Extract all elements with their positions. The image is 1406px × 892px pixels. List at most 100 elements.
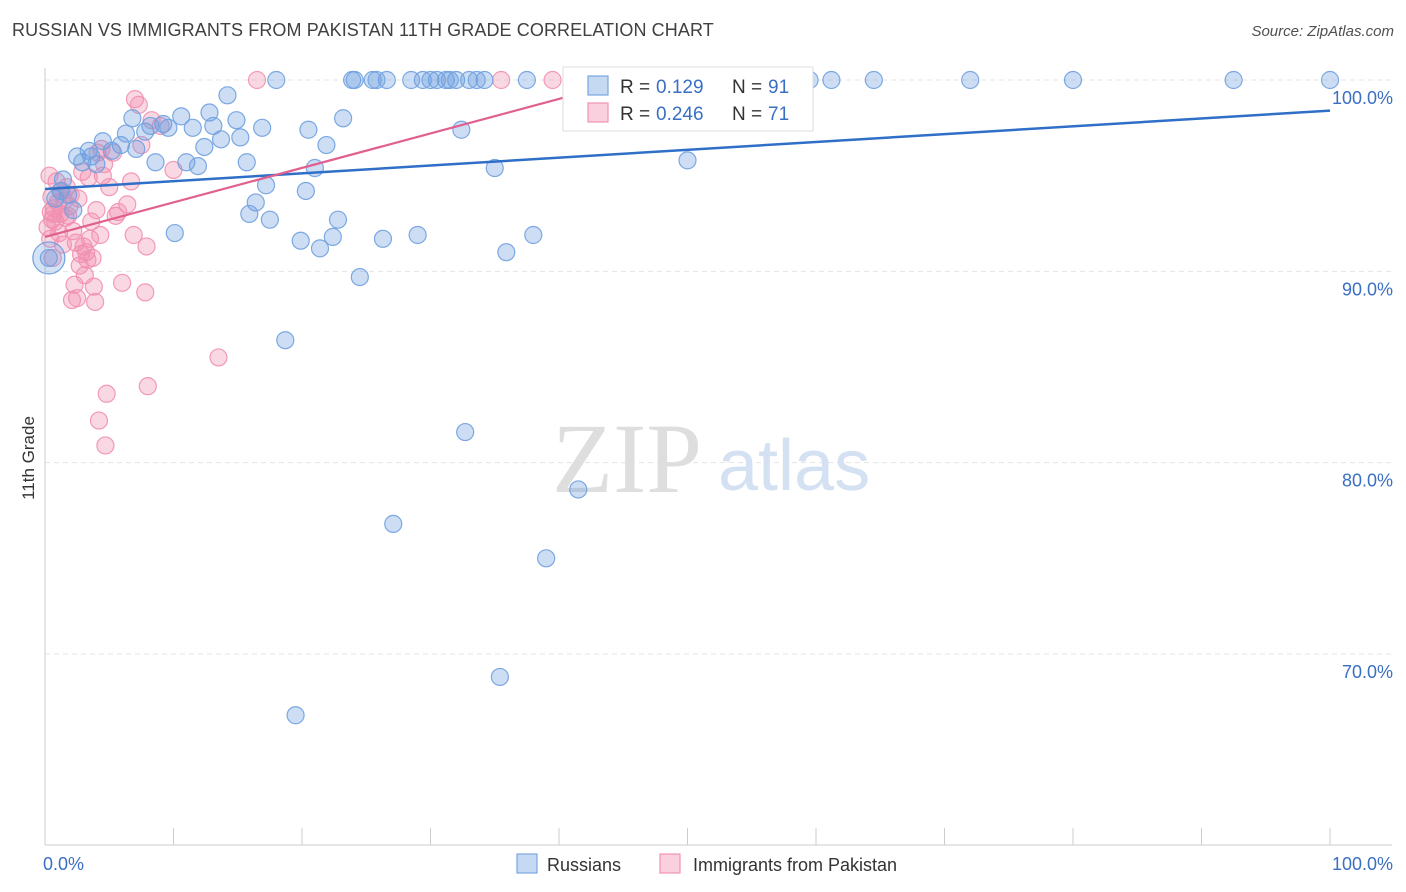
legend-n-label-1: N = bbox=[732, 77, 762, 98]
russians-point-61 bbox=[408, 225, 427, 245]
russians-point-50 bbox=[328, 210, 348, 229]
pakistan-point-46 bbox=[100, 178, 119, 197]
x-tick-label-min: 0.0% bbox=[43, 854, 84, 874]
y-axis-label: 11th Grade bbox=[19, 416, 38, 500]
legend: R = 0.129 N = 91 R = 0.246 N = 71 bbox=[562, 66, 814, 132]
russians-point-17 bbox=[136, 122, 155, 141]
russians-point-48 bbox=[317, 135, 336, 155]
russians-point-0 bbox=[39, 248, 58, 268]
x-tick-labels: 0.0% 100.0% bbox=[43, 854, 1393, 874]
russians-point-88 bbox=[961, 70, 980, 90]
pakistan-point-59 bbox=[138, 377, 157, 396]
russians-point-47 bbox=[310, 239, 330, 258]
source-label: Source: ZipAtlas.com bbox=[1251, 23, 1394, 40]
russians-point-34 bbox=[237, 153, 256, 172]
russians-trend-line bbox=[44, 109, 1331, 191]
russians-point-66 bbox=[440, 70, 459, 90]
y-tick-label-100: 100.0% bbox=[1332, 88, 1393, 108]
russians-point-54 bbox=[350, 267, 369, 287]
legend-r-label-1: R = bbox=[620, 77, 650, 98]
russians-point-40 bbox=[267, 70, 286, 90]
russians-point-16 bbox=[127, 139, 146, 158]
russians-point-12 bbox=[102, 141, 121, 160]
russians-point-45 bbox=[299, 120, 318, 139]
pakistan-point-36 bbox=[86, 292, 105, 312]
russians-point-63 bbox=[421, 70, 440, 90]
pakistan-point-34 bbox=[83, 248, 102, 268]
legend-swatch-blue bbox=[587, 75, 609, 96]
pakistan-point-58 bbox=[137, 237, 156, 256]
legend-n-label-2: N = bbox=[732, 104, 762, 125]
russians-point-62 bbox=[413, 70, 432, 90]
y-tick-label-80: 80.0% bbox=[1342, 471, 1393, 491]
russians-point-82 bbox=[678, 151, 697, 170]
russians-point-89 bbox=[1063, 70, 1083, 90]
russians-point-32 bbox=[227, 111, 246, 130]
bottom-legend-swatch-russians bbox=[516, 853, 538, 874]
legend-r-value-2: 0.246 bbox=[656, 104, 704, 125]
russians-point-22 bbox=[165, 223, 184, 243]
russians-point-44 bbox=[296, 181, 315, 201]
pakistan-point-50 bbox=[112, 273, 132, 292]
bottom-legend-swatch-pakistan bbox=[659, 853, 681, 874]
pakistan-point-68 bbox=[41, 202, 60, 222]
russians-point-59 bbox=[384, 514, 403, 533]
russians-point-28 bbox=[200, 103, 219, 122]
russians-point-36 bbox=[246, 193, 265, 212]
russians-point-77 bbox=[524, 225, 543, 245]
russians-point-90 bbox=[1224, 70, 1243, 90]
russians-point-42 bbox=[286, 706, 305, 725]
watermark-atlas: atlas bbox=[718, 426, 870, 506]
pakistan-trend-line bbox=[44, 96, 566, 238]
russians-point-53 bbox=[345, 70, 364, 90]
russians-point-37 bbox=[253, 118, 272, 137]
pakistan-point-63 bbox=[209, 348, 228, 367]
russians-point-6 bbox=[68, 147, 87, 166]
russians-point-80 bbox=[569, 480, 588, 499]
russians-point-91 bbox=[1320, 70, 1340, 90]
pakistan-point-66 bbox=[543, 70, 562, 90]
russians-point-57 bbox=[373, 229, 393, 248]
pakistan-point-3 bbox=[43, 248, 62, 268]
russians-point-27 bbox=[195, 137, 214, 157]
russians-point-43 bbox=[291, 231, 310, 250]
pakistan-point-44 bbox=[96, 436, 115, 455]
russians-point-70 bbox=[459, 70, 479, 90]
x-tick-label-max: 100.0% bbox=[1332, 854, 1393, 874]
legend-n-value-2: 71 bbox=[768, 104, 789, 125]
russians-point-10 bbox=[87, 155, 106, 174]
axes bbox=[44, 68, 1392, 846]
russians-point-30 bbox=[211, 130, 231, 149]
y-tick-label-90: 90.0% bbox=[1342, 279, 1393, 299]
russians-point-71 bbox=[467, 70, 486, 90]
russians-point-14 bbox=[116, 124, 136, 143]
russians-point-55 bbox=[363, 70, 382, 90]
russians-point-21 bbox=[159, 118, 178, 137]
russians-point-73 bbox=[485, 158, 504, 178]
pakistan-point-37 bbox=[87, 201, 106, 220]
bottom-legend-russians: Russians bbox=[547, 855, 621, 875]
russians-point-49 bbox=[323, 227, 342, 246]
pakistan-point-39 bbox=[89, 411, 109, 430]
pakistan-point-65 bbox=[492, 70, 511, 90]
bottom-legend-pakistan: Immigrants from Pakistan bbox=[693, 855, 897, 875]
russians-point-76 bbox=[517, 70, 536, 90]
russians-point-69 bbox=[456, 422, 475, 442]
russians-point-41 bbox=[276, 331, 295, 350]
legend-r-label-2: R = bbox=[620, 104, 650, 125]
pakistan-point-35 bbox=[84, 277, 103, 296]
pakistan-point-60 bbox=[142, 111, 161, 130]
pakistan-point-42 bbox=[93, 166, 112, 185]
russians-point-5 bbox=[64, 201, 83, 220]
watermark-zip: ZIP bbox=[552, 403, 702, 514]
pakistan-point-51 bbox=[118, 195, 137, 214]
russians-point-87 bbox=[864, 70, 883, 90]
russians-point-56 bbox=[367, 70, 386, 90]
russians-point-19 bbox=[146, 153, 165, 172]
pakistan-point-57 bbox=[136, 283, 155, 302]
russians-point-26 bbox=[188, 157, 208, 176]
russians-point-72 bbox=[475, 70, 494, 90]
legend-r-value-1: 0.129 bbox=[656, 77, 704, 98]
russians-point-24 bbox=[177, 153, 196, 172]
